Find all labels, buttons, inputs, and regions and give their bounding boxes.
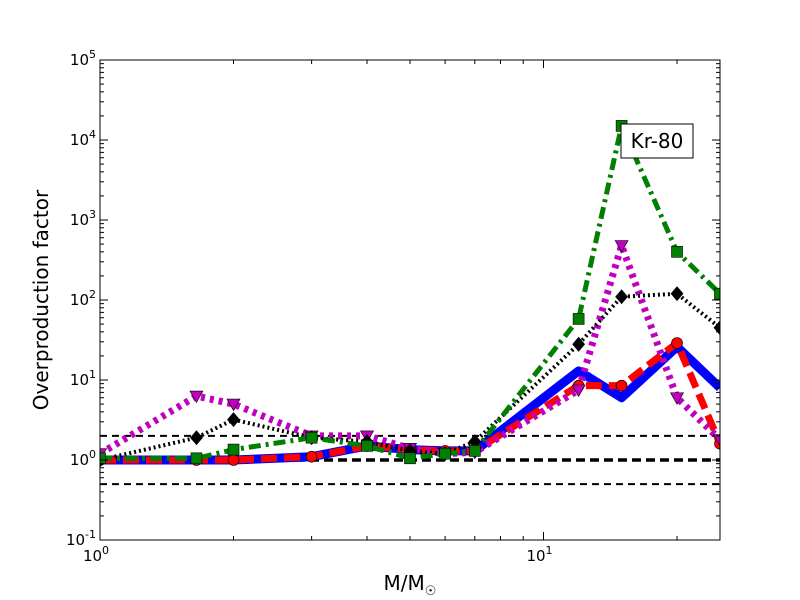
series-layer bbox=[100, 123, 720, 465]
y-tick-label: 103 bbox=[70, 208, 96, 229]
x-tick-label: 100 bbox=[83, 544, 109, 565]
data-point bbox=[227, 454, 240, 466]
data-point bbox=[714, 287, 720, 300]
y-tick-label: 100 bbox=[70, 448, 96, 469]
data-point bbox=[670, 286, 684, 302]
data-point bbox=[305, 450, 318, 463]
x-tick-label: 101 bbox=[526, 544, 552, 565]
data-point bbox=[227, 443, 240, 456]
data-point bbox=[615, 289, 629, 305]
data-point bbox=[469, 445, 481, 457]
y-tick-label: 102 bbox=[70, 288, 96, 309]
y-axis-title: Overproduction factor bbox=[29, 189, 53, 410]
y-tick-label: 104 bbox=[70, 128, 96, 149]
data-point bbox=[572, 336, 586, 352]
annotation-box: Kr-80 bbox=[620, 123, 694, 159]
data-point bbox=[572, 313, 585, 325]
data-point bbox=[189, 390, 204, 404]
data-point bbox=[439, 447, 451, 460]
data-point bbox=[670, 392, 685, 405]
data-point bbox=[100, 452, 106, 465]
y-tick-label: 101 bbox=[70, 368, 96, 389]
data-point bbox=[671, 337, 683, 349]
ticks bbox=[99, 59, 720, 541]
x-axis-title: M/M☉ bbox=[384, 571, 437, 599]
data-point bbox=[671, 246, 683, 258]
y-tick-label: 10-1 bbox=[66, 528, 96, 549]
data-point bbox=[571, 384, 586, 398]
data-point bbox=[227, 412, 240, 428]
series-line-3 bbox=[100, 242, 720, 458]
data-point bbox=[226, 398, 241, 412]
y-tick-label: 105 bbox=[70, 48, 96, 69]
data-point bbox=[305, 431, 318, 444]
data-point bbox=[614, 240, 629, 253]
annotation-label: Kr-80 bbox=[631, 129, 684, 153]
data-point bbox=[404, 452, 416, 465]
data-point bbox=[190, 430, 203, 446]
data-point bbox=[190, 452, 203, 465]
data-point bbox=[712, 434, 720, 447]
data-point bbox=[361, 440, 373, 452]
data-point bbox=[615, 379, 628, 392]
